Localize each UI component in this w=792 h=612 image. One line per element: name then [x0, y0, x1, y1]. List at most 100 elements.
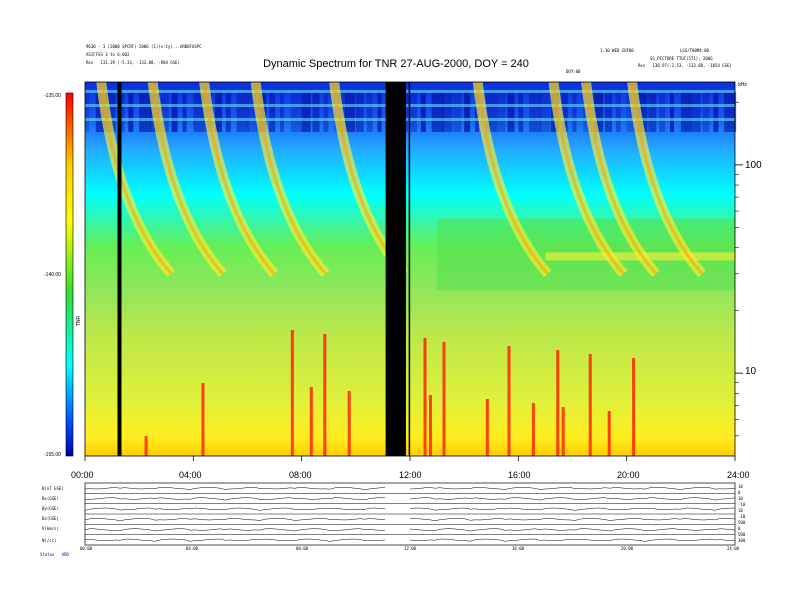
type-iii-burst-core [151, 81, 224, 275]
hf-band-cell [507, 92, 515, 132]
hf-band-cell [713, 92, 719, 132]
y-tick-10: 10 [745, 366, 757, 377]
panel-right-1b: -10 [738, 502, 746, 507]
hf-band-cell [724, 92, 737, 132]
chart-title: Dynamic Spectrum for TNR 27-AUG-2000, DO… [263, 58, 529, 70]
lf-spike [442, 342, 446, 456]
colorbar [65, 92, 74, 457]
hf-band-cell [496, 92, 506, 132]
hf-band-cell [442, 92, 453, 132]
panel-trace [84, 528, 736, 532]
hf-band-cell [572, 92, 577, 132]
lf-spike [507, 346, 511, 456]
type-iii-burst-core [476, 81, 549, 275]
panel-label-4: V(km/s) [42, 526, 59, 531]
hf-band-cell [345, 92, 355, 132]
panel-trace [84, 518, 736, 522]
panel-trace [84, 507, 736, 511]
colorbar-label: TNR [76, 315, 83, 327]
x-tick-5: 20:00 [617, 470, 640, 480]
hf-band-cell [605, 92, 612, 132]
hf-band-cell [301, 92, 311, 132]
type-iii-burst-core [99, 81, 173, 275]
panel-right-2a: 10 [738, 508, 743, 513]
lf-spike [201, 383, 205, 456]
panel-right-0a: 10 [738, 484, 743, 489]
lf-spike [423, 338, 427, 456]
x-tick-2: 08:00 [289, 470, 312, 480]
hf-band-cell [139, 92, 152, 132]
panel-right-3b: 0 [738, 526, 741, 531]
hf-band-cell [431, 92, 444, 132]
hf-band-cell [193, 92, 205, 132]
hf-band-cell [410, 92, 417, 132]
hf-band-cell [659, 92, 666, 132]
hf-band-cell [290, 92, 302, 132]
panel-label-0: B(nT GSE) [42, 486, 64, 491]
hf-band-cell [670, 92, 674, 132]
hf-band-cell [128, 92, 134, 132]
hf-band-cell [106, 92, 116, 132]
lf-spike [588, 354, 592, 456]
hf-band-cell [594, 92, 604, 132]
y-tick-100: 100 [745, 160, 762, 171]
lf-spike [290, 330, 294, 456]
panel-right-4b: 300 [738, 538, 746, 543]
lf-spike [309, 387, 313, 456]
x-tick-0: 00:00 [71, 470, 94, 480]
hf-band-cell [485, 92, 497, 132]
hf-band-cell [225, 92, 231, 132]
hf-band-cell [615, 92, 621, 132]
hf-band-cell [323, 92, 329, 132]
hf-band-cell [637, 92, 648, 132]
lf-spike [561, 407, 565, 456]
panel-label-2: By(GSE) [42, 506, 59, 511]
hf-band-cell [464, 92, 471, 132]
type-iii-burst-core [552, 81, 625, 275]
lf-spike [632, 358, 636, 456]
header-right-1: 1.10 WED 2UF00 [600, 48, 634, 53]
lf-spike [607, 411, 611, 456]
panel-right-3a: 500 [738, 520, 746, 525]
header-right-3: SS_PICTURE TTUC(571), 2006 [650, 56, 713, 61]
hf-band-cell [540, 92, 550, 132]
lf-spike [323, 334, 327, 456]
header-left-2: ASIFFSS 3 to 6:002 [86, 52, 130, 57]
header-mid: DOY:00 [566, 69, 581, 74]
hf-band-cell [561, 92, 568, 132]
colorbar-tick-mid: -140.00 [44, 272, 61, 278]
hf-band-cell [420, 92, 426, 132]
y-units: kHz [738, 82, 748, 88]
type-iii-burst-core [254, 81, 327, 275]
lower-x-tick-5: 20:00 [621, 546, 634, 551]
hf-band-cell [269, 92, 276, 132]
lower-x-tick-2: 08:00 [296, 546, 309, 551]
lf-spike [531, 403, 535, 456]
panel-label-1: Bx(GSE) [42, 496, 59, 501]
hf-band-cell [366, 92, 373, 132]
hf-band-cell [236, 92, 249, 132]
lf-spike [144, 436, 148, 456]
panel-right-2b: -10 [738, 514, 746, 519]
x-tick-1: 04:00 [179, 470, 202, 480]
panel-trace [84, 538, 736, 542]
data-gap [385, 82, 406, 456]
lf-spike [485, 399, 489, 456]
lower-x-tick-3: 12:00 [404, 546, 417, 551]
header-right-2: LSS/T00M4:00 [680, 48, 709, 53]
lf-spike [556, 350, 560, 456]
type-iii-burst-core [630, 81, 704, 275]
black-line [117, 82, 122, 456]
lower-x-tick-0: 00:00 [80, 546, 93, 551]
hf-band-cell [247, 92, 258, 132]
colorbar-tick-top: -125.00 [44, 93, 61, 99]
panel-right-1a: 10 [738, 496, 743, 501]
header-right-4: Res 130.97(-2.53, -133.88, -1054 GSE) [638, 63, 732, 68]
lower-x-tick-1: 04:00 [186, 546, 199, 551]
lower-x-tick-4: 16:00 [512, 546, 525, 551]
hf-band-cell [215, 92, 222, 132]
header-left-3: Res 131.39 (-5.33, -133.88, -984 GSE) [86, 60, 180, 65]
hf-band-cell [680, 92, 692, 132]
header-left-1: 9630 - 3 (2000 SPCRF) 2006 (1)(x:ty)...A… [86, 44, 202, 49]
